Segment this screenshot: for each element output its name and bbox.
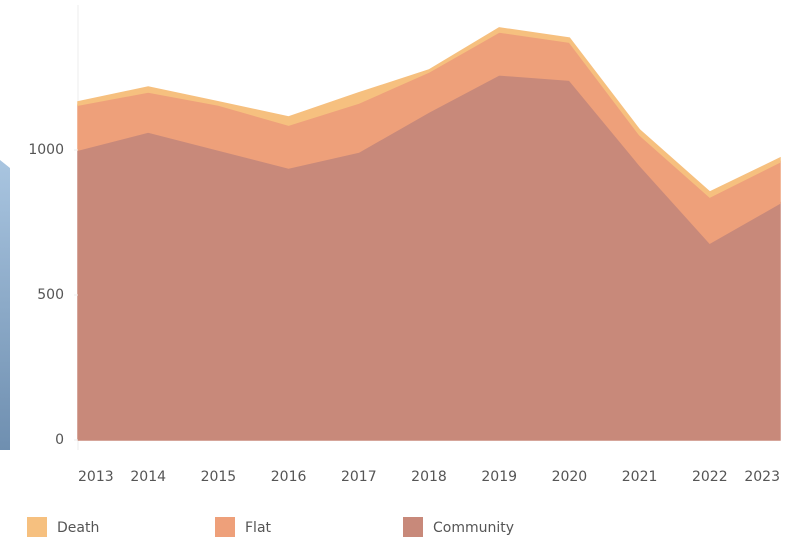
x-tick-label: 2014	[130, 469, 166, 485]
legend-swatch	[403, 517, 423, 537]
area	[77, 27, 781, 198]
x-tick-label: 2017	[341, 469, 377, 485]
x-tick-label: 2022	[692, 469, 728, 485]
x-tick-label: 2023	[744, 469, 780, 485]
legend-swatch	[27, 517, 47, 537]
x-tick-label: 2018	[411, 469, 447, 485]
x-tick-label: 2015	[201, 469, 237, 485]
x-tick-label: 2016	[271, 469, 307, 485]
y-tick-label: 0	[55, 432, 64, 448]
y-tick-label: 500	[37, 287, 64, 303]
legend-label: Community	[433, 520, 514, 536]
x-tick-label: 2013	[78, 469, 114, 485]
legend-label: Flat	[245, 520, 272, 536]
legend-label: Death	[57, 520, 99, 536]
x-tick-label: 2019	[481, 469, 517, 485]
cropped-chart	[0, 160, 10, 450]
y-tick-label: 1000	[28, 142, 64, 158]
legend-swatch	[215, 517, 235, 537]
x-tick-label: 2020	[552, 469, 588, 485]
x-tick-label: 2021	[622, 469, 658, 485]
